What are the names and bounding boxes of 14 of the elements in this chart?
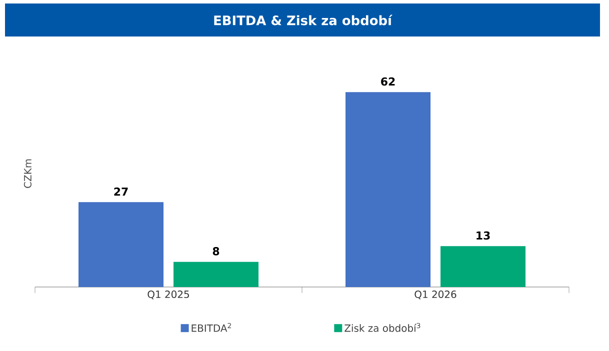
- legend-label: Zisk za období$^{3}$: [344, 322, 420, 332]
- data-label: 13: [476, 231, 490, 240]
- x-tick-label: Q1 2026: [414, 290, 456, 300]
- data-label: 27: [114, 188, 128, 196]
- chart-title: EBITDA & Zisk za období: [214, 14, 393, 26]
- bar: [174, 262, 259, 287]
- data-label: 62: [381, 77, 395, 86]
- bar: [78, 202, 164, 287]
- legend-label: EBITDA$^{2}$: [192, 322, 231, 332]
- data-label: 8: [212, 247, 220, 256]
- x-tick-label: Q1 2025: [148, 290, 189, 300]
- y-axis-title: CZKm: [24, 159, 32, 188]
- bar: [440, 246, 526, 287]
- bar: [346, 92, 431, 287]
